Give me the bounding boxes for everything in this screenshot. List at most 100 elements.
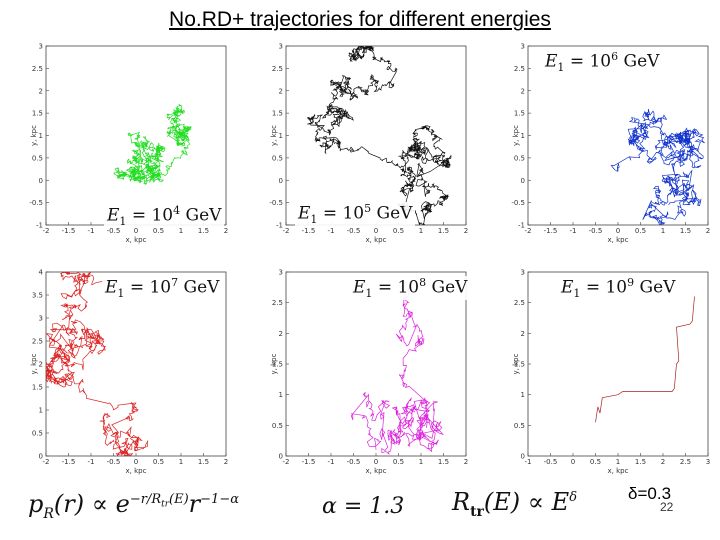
x-tick-label: 1.5	[438, 227, 449, 235]
y-tick-label: 4	[39, 269, 44, 277]
x-tick-label: 1.5	[198, 458, 209, 466]
x-tick-label: -0.5	[589, 227, 603, 235]
trajectory-chart-e6: -2 -1.5 -1 -0.5 0 0.5 1 1.5 2 -1 -0.5 0 0.5 1 1.5 2 2.5 3…	[511, 43, 710, 245]
x-tick-label: -1.5	[302, 227, 316, 235]
y-tick-label: 0	[279, 453, 283, 461]
x-tick-label: 2	[706, 227, 710, 235]
y-tick-label: 3	[279, 43, 283, 51]
x-tick-label: -0.5	[544, 458, 558, 466]
formula-rtr: Rtr(E) ∝ Eδ	[452, 488, 578, 520]
x-axis-label: x, kpc	[366, 236, 387, 244]
x-tick-label: 1	[419, 458, 423, 466]
trajectory-line	[113, 103, 192, 185]
x-tick-label: -0.5	[347, 227, 361, 235]
y-tick-label: 2.5	[514, 299, 525, 307]
y-axis-label: y, kpc	[30, 125, 38, 146]
energy-label-e8: E1 = 108 GeV	[350, 276, 471, 301]
trajectory-chart-e4: -2 -1.5 -1 -0.5 0 0.5 1 1.5 2 -1 -0.5 0 0.5 1 1.5 2 2.5 3…	[29, 43, 228, 245]
y-tick-label: 3	[279, 269, 283, 277]
y-tick-label: 1	[279, 132, 283, 140]
trajectory-chart-e9: -1 -0.5 0 0.5 1 1.5 2 2.5 3 0 0.5 1 1.5 2 2.5 3 x, kpc y,…	[512, 269, 710, 476]
x-tick-label: 0	[134, 227, 138, 235]
y-tick-label: 2	[521, 87, 525, 95]
x-axis-label: x, kpc	[608, 467, 629, 475]
y-tick-label: 0	[521, 453, 525, 461]
trajectory-line	[46, 272, 149, 456]
x-tick-label: -1	[525, 458, 532, 466]
y-tick-label: 3	[39, 315, 43, 323]
slide-title: No.RD+ trajectories for different energi…	[169, 8, 551, 31]
x-axis-label: x, kpc	[366, 467, 387, 475]
x-tick-label: 2	[661, 458, 665, 466]
plot-frame	[45, 45, 227, 226]
y-tick-label: 0	[39, 177, 43, 185]
y-tick-label: 2	[39, 361, 43, 369]
y-axis-label: y, kpc	[512, 125, 520, 146]
x-tick-label: 2	[464, 227, 468, 235]
x-tick-label: 0.5	[153, 458, 164, 466]
y-tick-label: -0.5	[269, 199, 283, 207]
y-tick-label: 2	[521, 330, 525, 338]
trajectory-chart-e8: -2 -1.5 -1 -0.5 0 0.5 1 1.5 2 0 0.5 1 1.5 2 2.5 3 x, kpc…	[270, 269, 468, 476]
y-tick-label: 1.5	[514, 361, 525, 369]
energy-label-e4: E1 = 104 GeV	[104, 204, 225, 229]
x-tick-label: -1	[88, 227, 95, 235]
panel-e8: -2 -1.5 -1 -0.5 0 0.5 1 1.5 2 0 0.5 1 1.5 2 2.5 3 x, kpc…	[270, 268, 471, 478]
x-tick-label: 0.5	[635, 227, 646, 235]
trajectory-line	[610, 108, 705, 225]
y-tick-label: 1	[39, 132, 43, 140]
y-tick-label: 1.5	[32, 110, 43, 118]
formula-distribution: pR(r) ∝ e−r/Rtr(E)r−1−α	[28, 490, 239, 522]
x-tick-label: 2	[224, 458, 228, 466]
x-tick-label: 1.5	[635, 458, 646, 466]
y-tick-label: -1	[276, 222, 283, 230]
x-tick-label: -1.5	[544, 227, 558, 235]
x-tick-label: -1.5	[302, 458, 316, 466]
x-tick-label: 1	[179, 458, 183, 466]
trajectory-chart-e5: -2 -1.5 -1 -0.5 0 0.5 1 1.5 2 -1 -0.5 0 0.5 1 1.5 2 2.5 3…	[269, 43, 468, 245]
x-tick-label: -1	[570, 227, 577, 235]
y-tick-label: -0.5	[511, 199, 525, 207]
y-tick-label: 3	[521, 43, 525, 51]
plot-frame	[285, 45, 467, 226]
page-number: 22	[660, 500, 674, 514]
x-tick-label: -1	[328, 227, 335, 235]
y-tick-label: 0.5	[32, 430, 43, 438]
y-axis-label: y, kpc	[270, 353, 278, 374]
panel-e5: -2 -1.5 -1 -0.5 0 0.5 1 1.5 2 -1 -0.5 0 0.5 1 1.5 2 2.5 3…	[269, 42, 470, 247]
x-tick-label: 1.5	[438, 458, 449, 466]
x-axis-label: x, kpc	[126, 467, 147, 475]
y-tick-label: -1	[36, 222, 43, 230]
x-tick-label: 0	[134, 458, 138, 466]
y-tick-label: 2	[279, 330, 283, 338]
delta-note: δ=0.3	[628, 484, 672, 503]
x-tick-label: 1	[616, 458, 620, 466]
x-tick-label: 0	[571, 458, 575, 466]
x-tick-label: 0	[374, 458, 378, 466]
y-tick-label: 1.5	[272, 110, 283, 118]
y-axis-label: y, kpc	[512, 353, 520, 374]
y-tick-label: 1.5	[272, 361, 283, 369]
y-tick-label: 1	[521, 391, 525, 399]
x-axis-label: x, kpc	[126, 236, 147, 244]
x-tick-label: -1	[88, 458, 95, 466]
y-tick-label: 0.5	[32, 154, 43, 162]
energy-label-e6: E1 = 106 GeV	[542, 50, 663, 75]
x-tick-label: 3	[706, 458, 710, 466]
panel-e9: -1 -0.5 0 0.5 1 1.5 2 2.5 3 0 0.5 1 1.5 2 2.5 3 x, kpc y,…	[512, 268, 712, 478]
y-tick-label: 2.5	[32, 65, 43, 73]
panel-e4: -2 -1.5 -1 -0.5 0 0.5 1 1.5 2 -1 -0.5 0 0.5 1 1.5 2 2.5 3…	[29, 42, 230, 247]
y-tick-label: 1	[279, 391, 283, 399]
plot-frame	[527, 271, 709, 457]
y-tick-label: 0	[39, 453, 43, 461]
trajectory-line	[595, 296, 695, 423]
x-tick-label: -2	[283, 227, 290, 235]
y-tick-label: 0.5	[514, 154, 525, 162]
x-tick-label: 1.5	[198, 227, 209, 235]
y-tick-label: 1.5	[32, 384, 43, 392]
y-tick-label: 2	[39, 87, 43, 95]
x-tick-label: 1.5	[680, 227, 691, 235]
y-tick-label: -1	[518, 222, 525, 230]
trajectory-chart-e7: -2 -1.5 -1 -0.5 0 0.5 1 1.5 2 0 0.5 1 1.5 2 2.5 3 3.5 4 x,…	[30, 269, 228, 476]
trajectory-line	[307, 46, 452, 225]
